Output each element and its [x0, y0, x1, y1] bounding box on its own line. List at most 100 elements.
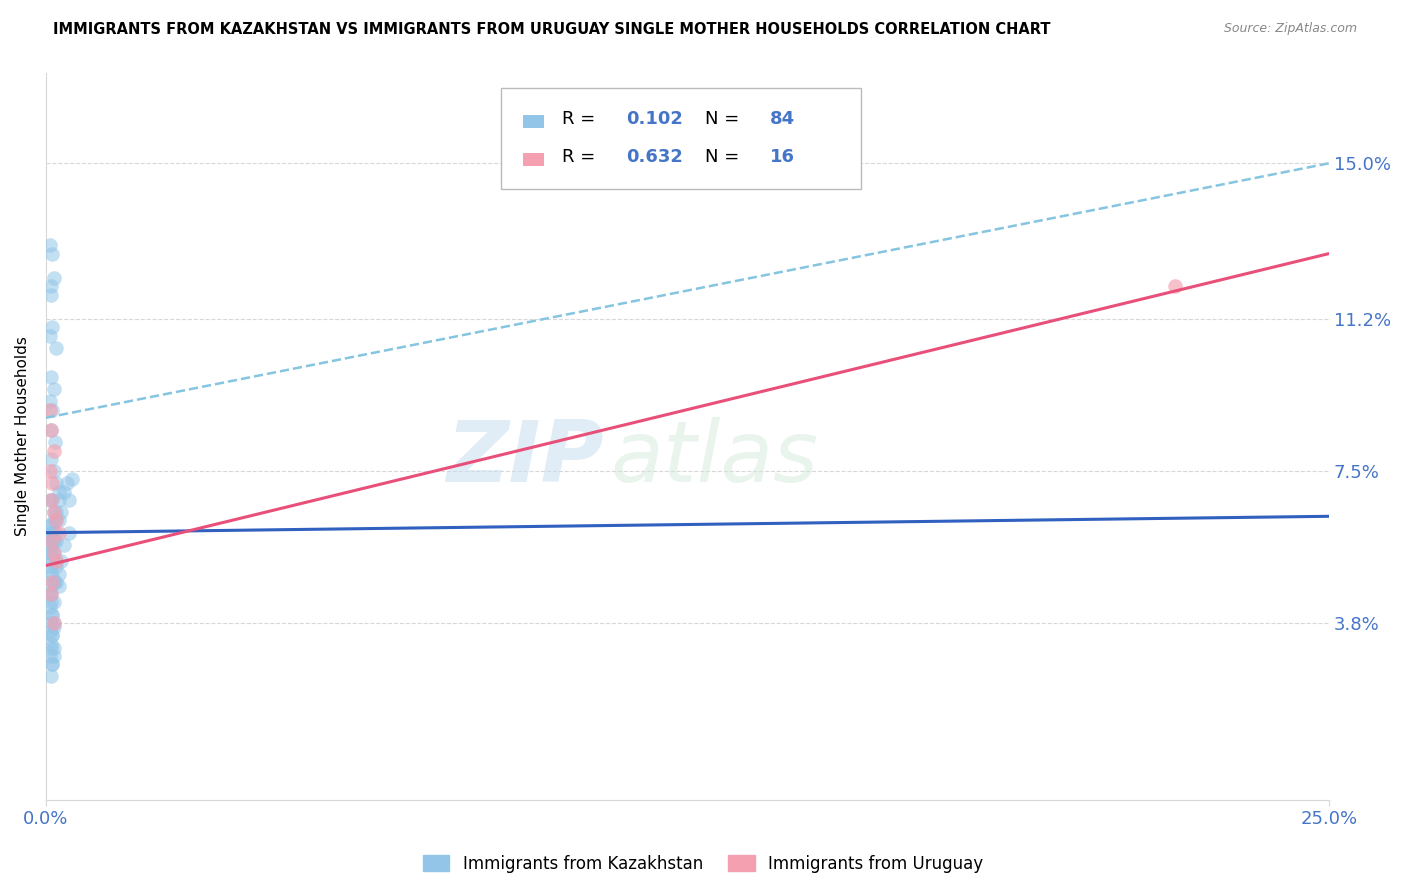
Point — [45, 505, 67, 519]
Point — [48, 484, 70, 499]
Point — [41, 320, 63, 334]
Point — [41, 246, 63, 260]
Point — [39, 402, 62, 417]
Point — [41, 607, 63, 622]
Point — [51, 505, 73, 519]
Point — [42, 525, 65, 540]
Y-axis label: Single Mother Households: Single Mother Households — [15, 336, 30, 536]
Point — [39, 546, 62, 560]
Point — [39, 566, 62, 581]
Point — [41, 402, 63, 417]
Point — [39, 328, 62, 343]
Point — [39, 394, 62, 409]
Point — [41, 657, 63, 671]
Legend: Immigrants from Kazakhstan, Immigrants from Uruguay: Immigrants from Kazakhstan, Immigrants f… — [416, 848, 990, 880]
Point — [39, 492, 62, 507]
Text: Source: ZipAtlas.com: Source: ZipAtlas.com — [1223, 22, 1357, 36]
Text: N =: N = — [706, 110, 745, 128]
Point — [39, 599, 62, 614]
Point — [45, 525, 67, 540]
Point — [52, 484, 75, 499]
Point — [42, 271, 65, 285]
Point — [60, 472, 83, 486]
Point — [42, 595, 65, 609]
Point — [45, 574, 67, 589]
Point — [41, 657, 63, 671]
Point — [58, 525, 80, 540]
Point — [41, 628, 63, 642]
Point — [51, 554, 73, 568]
Point — [58, 492, 80, 507]
Point — [39, 492, 62, 507]
Point — [39, 554, 62, 568]
Point — [39, 640, 62, 655]
Point — [39, 546, 62, 560]
Text: R =: R = — [562, 147, 600, 166]
Point — [39, 423, 62, 437]
Point — [39, 587, 62, 601]
Point — [39, 287, 62, 301]
Point — [41, 566, 63, 581]
Point — [45, 554, 67, 568]
Text: IMMIGRANTS FROM KAZAKHSTAN VS IMMIGRANTS FROM URUGUAY SINGLE MOTHER HOUSEHOLDS C: IMMIGRANTS FROM KAZAKHSTAN VS IMMIGRANTS… — [53, 22, 1050, 37]
Text: N =: N = — [706, 147, 745, 166]
Point — [45, 558, 67, 573]
Point — [41, 574, 63, 589]
Text: R =: R = — [562, 110, 600, 128]
Point — [39, 624, 62, 639]
Point — [41, 476, 63, 491]
Point — [39, 525, 62, 540]
Point — [41, 628, 63, 642]
Point — [39, 579, 62, 593]
Text: 0.102: 0.102 — [626, 110, 683, 128]
Point — [42, 533, 65, 548]
Point — [42, 505, 65, 519]
FancyBboxPatch shape — [502, 87, 860, 189]
Point — [42, 382, 65, 396]
Point — [45, 554, 67, 568]
Point — [42, 615, 65, 630]
Point — [39, 669, 62, 683]
Text: ZIP: ZIP — [447, 417, 605, 500]
Point — [42, 505, 65, 519]
Text: atlas: atlas — [610, 417, 818, 500]
Point — [45, 513, 67, 527]
Point — [39, 648, 62, 663]
Point — [39, 525, 62, 540]
Point — [39, 279, 62, 293]
Point — [42, 464, 65, 478]
Point — [39, 238, 62, 252]
Point — [39, 615, 62, 630]
Point — [41, 533, 63, 548]
Point — [41, 492, 63, 507]
Point — [41, 533, 63, 548]
Point — [55, 476, 77, 491]
Point — [45, 513, 67, 527]
Text: 16: 16 — [769, 147, 794, 166]
Point — [42, 546, 65, 560]
Point — [39, 517, 62, 532]
Point — [42, 574, 65, 589]
Point — [42, 640, 65, 655]
Point — [42, 546, 65, 560]
Point — [48, 513, 70, 527]
Point — [39, 558, 62, 573]
Text: 84: 84 — [769, 110, 794, 128]
Point — [45, 476, 67, 491]
Point — [39, 587, 62, 601]
Point — [39, 517, 62, 532]
Point — [39, 595, 62, 609]
Point — [44, 435, 66, 450]
Text: 0.632: 0.632 — [626, 147, 683, 166]
Point — [42, 574, 65, 589]
Point — [41, 607, 63, 622]
Point — [39, 533, 62, 548]
Point — [52, 538, 75, 552]
Point — [41, 546, 63, 560]
Point — [45, 341, 67, 355]
Point — [48, 525, 70, 540]
Point — [42, 615, 65, 630]
Point — [45, 533, 67, 548]
FancyBboxPatch shape — [523, 115, 544, 128]
Point — [42, 648, 65, 663]
